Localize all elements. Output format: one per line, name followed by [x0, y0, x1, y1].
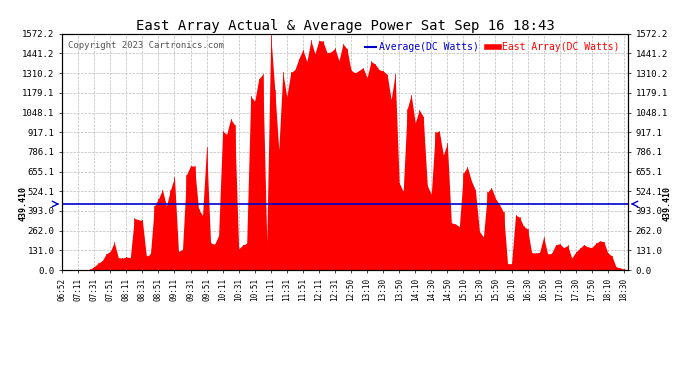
Legend: Average(DC Watts), East Array(DC Watts): Average(DC Watts), East Array(DC Watts): [361, 39, 623, 56]
Text: 439.410: 439.410: [662, 186, 671, 222]
Text: 439.410: 439.410: [19, 186, 28, 222]
Text: Copyright 2023 Cartronics.com: Copyright 2023 Cartronics.com: [68, 41, 224, 50]
Title: East Array Actual & Average Power Sat Sep 16 18:43: East Array Actual & Average Power Sat Se…: [136, 19, 554, 33]
